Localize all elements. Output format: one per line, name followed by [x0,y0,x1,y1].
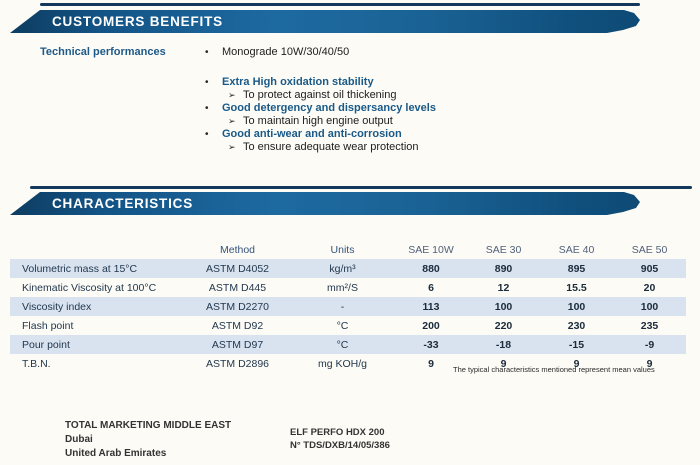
row-units: °C [336,338,349,351]
benefits-section-banner: CUSTOMERS BENEFITS [10,10,640,33]
row-value: -15 [568,338,585,351]
technical-performances-label: Technical performances [40,46,166,58]
benefit-item: • Good detergency and dispersancy levels… [205,102,545,127]
characteristics-section-title: CHARACTERISTICS [52,195,194,212]
benefits-banner-topline [40,3,640,6]
row-value: 6 [428,281,434,294]
row-label: Pour point [22,338,70,351]
arrow-bullet-icon: ➢ [228,116,236,127]
table-row: Volumetric mass at 15°C ASTM D4052 kg/m³… [10,259,686,278]
benefit-heading: Extra High oxidation stability [222,76,374,89]
benefit-intro-line: • Monograde 10W/30/40/50 [205,46,545,59]
row-method: ASTM D445 [208,281,267,294]
row-value: 890 [494,262,513,275]
characteristics-banner-topline [30,186,692,189]
row-label: T.B.N. [22,357,51,370]
row-label: Viscosity index [22,300,92,313]
benefit-detail: To protect against oil thickening [243,89,397,102]
footer-reference-block: ELF PERFO HDX 200 N° TDS/DXB/14/05/386 [290,426,390,452]
header-method: Method [219,244,256,256]
row-method: ASTM D92 [211,319,264,332]
row-value: 230 [567,319,586,332]
row-value: 895 [567,262,586,275]
row-value: 220 [494,319,513,332]
footer-country: United Arab Emirates [65,448,167,459]
row-method: ASTM D2270 [205,300,270,313]
bullet-icon: • [205,103,209,115]
row-value: 9 [428,357,434,370]
benefit-heading: Good detergency and dispersancy levels [222,102,436,115]
row-value: 100 [494,300,513,313]
row-value: 20 [643,281,656,294]
table-row: Kinematic Viscosity at 100°C ASTM D445 m… [10,278,686,297]
row-units: mg KOH/g [317,357,367,370]
row-value: 200 [422,319,440,332]
row-label: Kinematic Viscosity at 100°C [22,281,157,294]
row-label: Volumetric mass at 15°C [22,262,138,275]
row-value: -9 [644,338,655,351]
benefit-heading: Good anti-wear and anti-corrosion [222,128,402,141]
row-method: ASTM D2896 [205,357,270,370]
row-method: ASTM D4052 [205,262,270,275]
benefits-section-title: CUSTOMERS BENEFITS [52,13,223,30]
bullet-icon: • [205,47,209,58]
footer-city: Dubai [65,434,93,445]
row-value: 12 [497,281,510,294]
row-value: -18 [495,338,512,351]
header-sae-10w: SAE 10W [408,244,454,256]
row-value: 880 [422,262,440,275]
row-value: 905 [640,262,659,275]
table-row: Viscosity index ASTM D2270 - 113 100 100… [10,297,686,316]
row-value: 100 [640,300,659,313]
row-value: 9 [646,357,653,370]
characteristics-table: Method Units SAE 10W SAE 30 SAE 40 SAE 5… [10,242,686,373]
bullet-icon: • [205,129,209,141]
benefit-item: • Extra High oxidation stability ➢ To pr… [205,76,545,101]
benefit-detail: To ensure adequate wear protection [243,141,419,154]
benefit-detail: To maintain high engine output [243,115,393,128]
table-row: Pour point ASTM D97 °C -33 -18 -15 -9 [10,335,686,354]
header-units: Units [330,244,355,256]
benefits-list: • Monograde 10W/30/40/50 • Extra High ox… [205,46,545,154]
row-value: 113 [422,300,440,313]
footer-company: TOTAL MARKETING MIDDLE EAST [65,420,232,431]
characteristics-section-banner: CHARACTERISTICS [10,192,640,215]
row-value: 100 [567,300,586,313]
row-units: - [340,300,345,313]
table-row: T.B.N. ASTM D2896 mg KOH/g 9 9 9 9 [10,354,686,373]
row-value: 9 [500,357,507,370]
bullet-icon: • [205,77,209,89]
benefit-intro-text: Monograde 10W/30/40/50 [222,46,350,58]
table-header-row: Method Units SAE 10W SAE 30 SAE 40 SAE 5… [10,242,686,258]
header-sae-40: SAE 40 [558,244,595,256]
row-value: 15.5 [566,281,587,294]
row-value: -33 [423,338,439,351]
row-units: kg/m³ [329,262,356,275]
table-footnote: The typical characteristics mentioned re… [453,365,655,374]
row-units: °C [336,319,349,332]
row-value: 9 [573,357,580,370]
table-row: Flash point ASTM D92 °C 200 220 230 235 [10,316,686,335]
header-sae-30: SAE 30 [485,244,522,256]
arrow-bullet-icon: ➢ [228,142,236,153]
footer-tds-number: N° TDS/DXB/14/05/386 [290,440,390,451]
header-sae-50: SAE 50 [631,244,668,256]
benefit-item: • Good anti-wear and anti-corrosion ➢ To… [205,128,545,153]
row-value: 235 [640,319,659,332]
footer-product-name: ELF PERFO HDX 200 [290,427,385,438]
row-label: Flash point [22,319,74,332]
arrow-bullet-icon: ➢ [228,90,236,101]
footer-address-block: TOTAL MARKETING MIDDLE EAST Dubai United… [65,419,231,461]
row-method: ASTM D97 [211,338,264,351]
row-units: mm²/S [327,281,358,294]
